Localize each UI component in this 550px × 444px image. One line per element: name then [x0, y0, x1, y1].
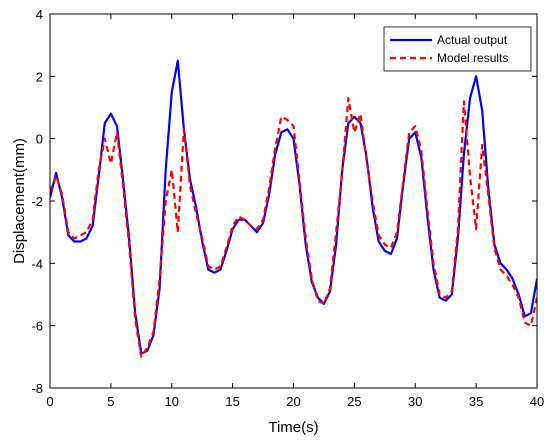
- legend-label-model-results: Model results: [437, 51, 508, 65]
- legend-label-actual-output: Actual output: [437, 33, 508, 47]
- x-tick-label: 0: [46, 394, 53, 409]
- legend: Actual output Model results: [383, 26, 532, 72]
- x-axis-label: Time(s): [268, 419, 318, 436]
- x-tick-label: 10: [165, 394, 179, 409]
- y-tick-label: 4: [36, 7, 43, 22]
- y-tick-label: -8: [31, 381, 43, 396]
- y-tick-label: -4: [31, 256, 43, 271]
- x-tick-label: 15: [225, 394, 239, 409]
- x-tick-label: 40: [530, 394, 544, 409]
- x-tick-label: 5: [107, 394, 114, 409]
- y-tick-label: 2: [36, 69, 43, 84]
- x-tick-label: 25: [347, 394, 361, 409]
- y-axis: -8 -6 -4 -2 0 2 4: [31, 7, 537, 396]
- x-axis: 0 5 10 15 20 25 30 35 40: [46, 14, 544, 409]
- x-tick-label: 20: [286, 394, 300, 409]
- series-line-model-results: [50, 97, 537, 358]
- legend-box: [383, 26, 532, 72]
- x-tick-label: 30: [408, 394, 422, 409]
- y-axis-label: Displacement(mm): [11, 138, 28, 264]
- y-tick-label: -6: [31, 319, 43, 334]
- y-tick-label: -2: [31, 194, 43, 209]
- series-layer: [50, 59, 537, 358]
- y-tick-label: 0: [36, 132, 43, 147]
- x-tick-label: 35: [469, 394, 483, 409]
